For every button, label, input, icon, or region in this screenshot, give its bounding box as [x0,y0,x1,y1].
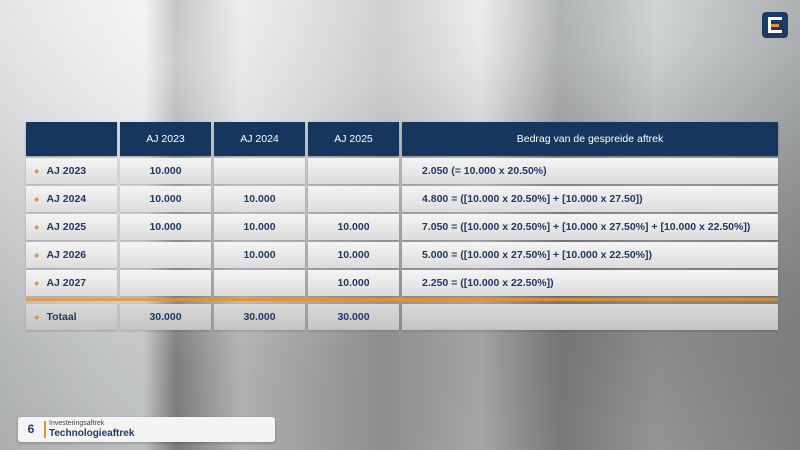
table-cell [308,186,399,212]
deduction-table: AJ 2023 AJ 2024 AJ 2025 Bedrag van de ge… [26,122,778,332]
table-cell: 10.000 [308,242,399,268]
table-cell: 10.000 [308,270,399,296]
table-cell [120,242,211,268]
table-row: ● AJ 2026 10.000 10.000 5.000 = ([10.000 … [26,242,778,270]
table-cell [308,158,399,184]
table-cell: 10.000 [214,186,305,212]
amount-cell: 2.250 = ([10.000 x 22.50%]) [402,270,778,296]
amount-cell: 4.800 = ([10.000 x 20.50%] + [10.000 x 2… [402,186,778,212]
table-cell [120,270,211,296]
page-number: 6 [27,422,35,436]
total-cell: 30.000 [120,304,211,330]
header-cell-empty [26,122,117,156]
row-label: AJ 2024 [46,193,87,205]
table-row: ● AJ 2025 10.000 10.000 10.000 7.050 = ([… [26,214,778,242]
slide-title: Technologieaftrek [49,428,135,439]
table-cell [214,158,305,184]
total-divider [26,298,778,301]
total-cell: 30.000 [308,304,399,330]
header-cell-aj2024: AJ 2024 [214,122,305,156]
header-cell-aj2023: AJ 2023 [120,122,211,156]
row-label: AJ 2026 [46,249,87,261]
table-row: ● AJ 2023 10.000 2.050 (= 10.000 x 20.50%… [26,158,778,186]
table-cell: 10.000 [120,158,211,184]
bullet-icon: ● [34,312,40,322]
amount-cell: 7.050 = ([10.000 x 20.50%] + [10.000 x 2… [402,214,778,240]
header-cell-aj2025: AJ 2025 [308,122,399,156]
table-row: ● AJ 2024 10.000 10.000 4.800 = ([10.000 … [26,186,778,214]
total-label: Totaal [46,311,77,323]
row-label: AJ 2025 [46,221,87,233]
total-cell: 30.000 [214,304,305,330]
table-cell: 10.000 [120,186,211,212]
row-label: AJ 2023 [46,165,87,177]
bullet-icon: ● [34,250,40,260]
table-cell: 10.000 [214,242,305,268]
bullet-icon: ● [34,194,40,204]
table-row: ● AJ 2027 10.000 2.250 = ([10.000 x 22.50… [26,270,778,298]
bullet-icon: ● [34,166,40,176]
total-row: ● Totaal 30.000 30.000 30.000 [26,304,778,332]
table-cell: 10.000 [120,214,211,240]
bullet-icon: ● [34,278,40,288]
table-cell: 10.000 [214,214,305,240]
row-label: AJ 2027 [46,277,87,289]
amount-cell: 5.000 = ([10.000 x 27.50%] + [10.000 x 2… [402,242,778,268]
section-label: Investeringsaftrek [49,420,105,427]
amount-cell: 2.050 (= 10.000 x 20.50%) [402,158,778,184]
header-cell-amount: Bedrag van de gespreide aftrek [402,122,778,156]
bullet-icon: ● [34,222,40,232]
brand-logo-icon [762,12,788,38]
table-cell: 10.000 [308,214,399,240]
table-header-row: AJ 2023 AJ 2024 AJ 2025 Bedrag van de ge… [26,122,778,158]
slide-footer: 6 Investeringsaftrek Technologieaftrek [18,417,275,442]
table-cell [214,270,305,296]
footer-divider [44,421,46,438]
total-amount-cell [402,304,778,330]
